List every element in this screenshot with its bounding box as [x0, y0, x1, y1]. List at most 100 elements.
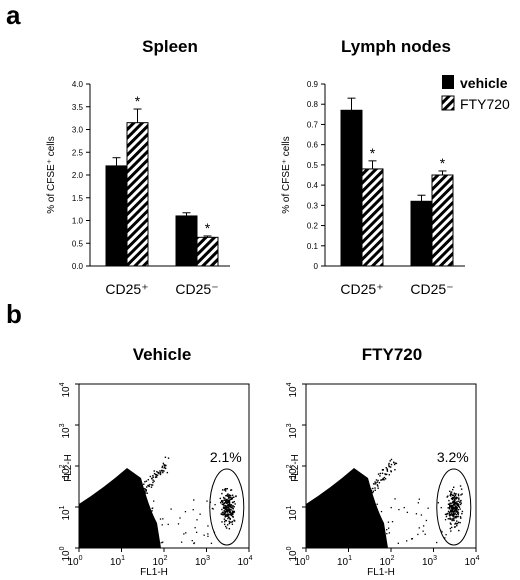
event-dot — [154, 476, 157, 479]
event-dot — [193, 499, 195, 501]
event-dot — [386, 468, 388, 470]
gated-event-dot — [225, 519, 228, 522]
event-dot — [394, 462, 396, 464]
gated-event-dot — [461, 510, 464, 513]
gated-event-dot — [453, 496, 455, 498]
y-tick-label: 3.5 — [72, 103, 84, 112]
event-dot — [417, 533, 419, 536]
gated-event-dot — [232, 510, 234, 512]
event-dot — [153, 500, 155, 502]
main-population — [79, 468, 161, 548]
plot-title: Vehicle — [133, 345, 192, 364]
gated-event-dot — [459, 516, 462, 518]
event-dot — [411, 538, 414, 540]
gated-event-dot — [225, 510, 228, 513]
y-tick-label: 0.5 — [72, 239, 84, 248]
event-dot — [366, 493, 369, 496]
gated-event-dot — [221, 521, 223, 523]
event-dot — [170, 508, 172, 510]
y-tick-label: 100 — [59, 546, 72, 561]
chart-title: Spleen — [142, 37, 198, 56]
gated-event-dot — [229, 517, 231, 520]
event-dot — [331, 527, 333, 530]
event-dot — [125, 514, 127, 516]
event-dot — [333, 527, 335, 530]
event-dot — [422, 530, 424, 532]
event-dot — [345, 526, 347, 528]
event-dot — [113, 527, 115, 530]
event-dot — [376, 484, 379, 486]
event-dot — [338, 529, 340, 532]
event-dot — [388, 465, 391, 468]
event-dot — [383, 476, 386, 479]
gated-event-dot — [455, 517, 457, 519]
gated-event-dot — [457, 513, 459, 516]
event-dot — [99, 541, 101, 544]
event-dot — [381, 479, 383, 481]
event-dot — [332, 532, 335, 535]
event-dot — [376, 503, 378, 505]
event-dot — [133, 501, 135, 503]
event-dot — [105, 533, 108, 536]
gated-event-dot — [448, 504, 451, 506]
gated-event-dot — [449, 510, 452, 512]
gated-event-dot — [224, 488, 226, 491]
gated-event-dot — [449, 518, 451, 520]
event-dot — [415, 513, 418, 515]
y-tick-exponent: 2 — [286, 464, 293, 468]
event-dot — [102, 538, 104, 540]
y-axis-label: FL2-H — [290, 454, 301, 482]
gated-event-dot — [228, 505, 231, 507]
y-tick-exponent: 4 — [59, 382, 66, 386]
gated-event-dot — [230, 489, 233, 491]
event-dot — [103, 526, 106, 529]
gated-event-dot — [226, 513, 228, 516]
bar-vehicle — [175, 215, 198, 267]
gated-event-dot — [454, 506, 456, 509]
event-dot — [387, 521, 390, 523]
gated-event-dot — [233, 500, 235, 503]
gated-event-dot — [452, 515, 454, 517]
gated-event-dot — [231, 511, 234, 513]
event-dot — [105, 536, 107, 538]
event-dot — [376, 481, 379, 483]
gated-event-dot — [458, 498, 460, 500]
gated-event-dot — [453, 518, 455, 520]
event-dot — [374, 483, 376, 485]
event-dot — [133, 504, 135, 506]
gated-event-dot — [225, 495, 227, 497]
gated-event-dot — [230, 514, 233, 517]
gated-event-dot — [451, 497, 454, 499]
event-dot — [145, 490, 148, 492]
event-dot — [370, 488, 372, 490]
x-tick-label: 104 — [237, 555, 252, 568]
event-dot — [162, 469, 164, 472]
event-dot — [105, 531, 108, 533]
gated-event-dot — [447, 507, 449, 509]
event-dot — [357, 502, 359, 504]
gated-event-dot — [230, 494, 232, 497]
event-dot — [363, 487, 366, 489]
event-dot — [386, 468, 388, 471]
event-dot — [337, 527, 339, 529]
event-dot — [104, 537, 106, 539]
y-tick-label: 0.4 — [307, 181, 319, 190]
gated-event-dot — [453, 511, 456, 513]
event-dot — [130, 492, 132, 494]
event-dot — [341, 520, 344, 522]
gated-event-dot — [229, 512, 232, 514]
event-dot — [148, 485, 150, 488]
gated-event-dot — [455, 502, 457, 505]
gated-event-dot — [459, 485, 462, 487]
gated-event-dot — [229, 509, 232, 511]
gated-event-dot — [233, 496, 235, 498]
y-tick-label: 0.3 — [307, 201, 319, 210]
x-tick-label: CD25⁻ — [410, 281, 453, 297]
y-tick-exponent: 1 — [59, 505, 66, 509]
event-dot — [112, 522, 115, 525]
event-dot — [141, 484, 143, 486]
event-dot — [337, 529, 339, 532]
gated-event-dot — [226, 494, 228, 496]
event-dot — [116, 528, 118, 530]
event-dot — [362, 492, 365, 495]
